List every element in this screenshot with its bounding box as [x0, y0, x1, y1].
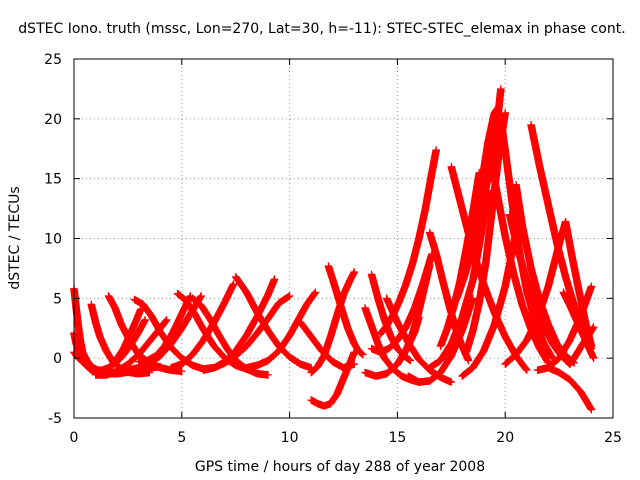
data-series-9	[124, 292, 206, 374]
y-tick-label: 10	[44, 232, 62, 248]
data-point-markers	[324, 262, 367, 359]
data-point-markers	[544, 363, 596, 414]
data-series-28	[393, 261, 434, 368]
data-marks	[70, 85, 598, 414]
data-series-40	[505, 210, 574, 368]
x-tick-label: 5	[177, 430, 186, 446]
x-tick-label: 10	[281, 430, 299, 446]
data-point-markers	[559, 288, 598, 362]
y-tick-label: 0	[53, 351, 62, 367]
y-tick-label: -5	[48, 411, 62, 427]
y-tick-label: 5	[53, 291, 62, 307]
chart-title: dSTEC Iono. truth (mssc, Lon=270, Lat=30…	[18, 21, 625, 37]
y-tick-label: 15	[44, 172, 62, 188]
axis-ticks	[73, 58, 614, 419]
x-tick-label: 20	[496, 430, 514, 446]
y-tick-label: 20	[44, 112, 62, 128]
data-series-47	[559, 288, 598, 362]
tick-labels: 0 5 10 15 20 25 -5 0 5 10 15 20 25	[44, 52, 622, 446]
data-series-38	[484, 138, 553, 367]
x-tick-label: 15	[388, 430, 406, 446]
data-point-markers	[501, 217, 570, 368]
data-series-21	[324, 262, 367, 359]
y-axis-label: dSTEC / TECUs	[7, 186, 23, 289]
data-point-markers	[307, 348, 359, 410]
data-series-20	[307, 348, 359, 410]
data-series-43	[501, 217, 570, 368]
data-point-markers	[505, 210, 574, 368]
data-series-48	[566, 323, 598, 368]
x-tick-label: 25	[604, 430, 622, 446]
data-series-45	[544, 363, 596, 414]
data-point-markers	[566, 323, 598, 368]
x-axis-label: GPS time / hours of day 288 of year 2008	[195, 459, 485, 475]
data-point-markers	[484, 138, 553, 367]
y-tick-label: 25	[44, 52, 62, 68]
data-point-markers	[124, 292, 206, 374]
data-point-markers	[393, 261, 434, 368]
x-tick-label: 0	[70, 430, 79, 446]
